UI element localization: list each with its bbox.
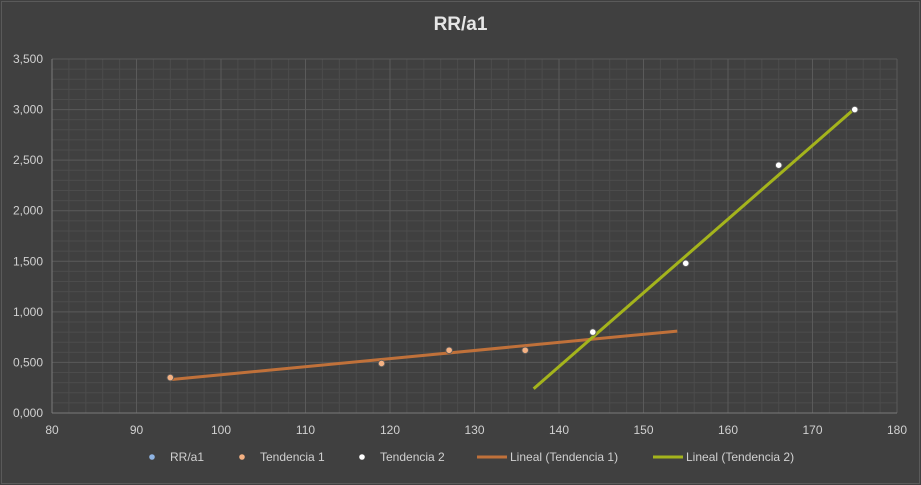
legend: RR/a1 Tendencia 1 Tendencia 2 Lineal (Tende… xyxy=(149,450,794,464)
data-point xyxy=(521,346,529,354)
x-tick-label: 180 xyxy=(887,423,907,437)
x-tick-label: 130 xyxy=(464,423,484,437)
x-tick-label: 90 xyxy=(130,423,144,437)
y-tick-label: 1,000 xyxy=(13,305,43,319)
trendline xyxy=(532,107,856,390)
trendlines xyxy=(170,107,856,390)
major-gridlines xyxy=(51,58,898,414)
y-tick-label: 0,500 xyxy=(13,355,43,369)
x-tick-label: 150 xyxy=(633,423,653,437)
legend-label: Lineal (Tendencia 1) xyxy=(510,450,618,464)
trendline xyxy=(170,329,678,382)
y-tick-label: 3,000 xyxy=(13,103,43,117)
data-point xyxy=(166,373,174,382)
data-point xyxy=(851,105,859,114)
data-point xyxy=(682,259,690,267)
legend-label: RR/a1 xyxy=(170,450,204,464)
x-tick-label: 120 xyxy=(380,423,400,437)
y-tick-label: 2,000 xyxy=(13,204,43,218)
y-tick-label: 3,500 xyxy=(13,52,43,66)
y-tick-label: 2,500 xyxy=(13,153,43,167)
x-tick-label: 110 xyxy=(296,423,315,437)
legend-label: Lineal (Tendencia 2) xyxy=(686,450,794,464)
legend-label: Tendencia 1 xyxy=(260,450,325,464)
legend-marker xyxy=(149,454,155,460)
chart-title: RR/a1 xyxy=(433,14,488,35)
x-tick-label: 100 xyxy=(211,423,231,437)
x-tick-label: 160 xyxy=(718,423,738,437)
data-point xyxy=(775,161,783,169)
legend-label: Tendencia 2 xyxy=(380,450,445,464)
y-tick-labels: 0,000 0,500 1,000 1,500 2,000 2,500 3,000 3,500 xyxy=(13,52,43,420)
x-tick-labels: 80 90 100 110 120 130 140 150 160 170 180 xyxy=(45,423,907,437)
legend-marker xyxy=(359,454,365,460)
data-point xyxy=(589,328,597,336)
data-point xyxy=(445,346,453,354)
legend-marker xyxy=(239,454,245,460)
data-points xyxy=(166,105,859,382)
y-tick-label: 0,000 xyxy=(13,406,43,420)
x-tick-label: 80 xyxy=(45,423,59,437)
y-tick-label: 1,500 xyxy=(13,254,43,268)
axes xyxy=(51,59,897,414)
x-tick-label: 170 xyxy=(802,423,822,437)
data-point xyxy=(377,359,386,368)
x-tick-label: 140 xyxy=(549,423,569,437)
